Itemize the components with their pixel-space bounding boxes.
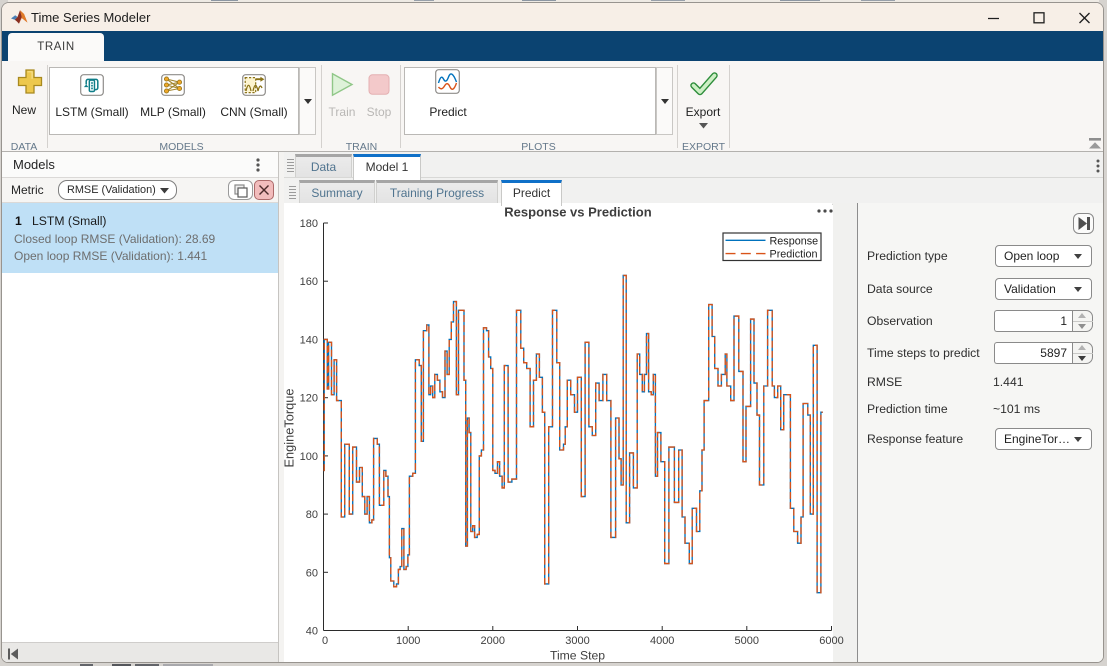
svg-text:80: 80 xyxy=(306,509,318,521)
svg-text:1000: 1000 xyxy=(396,635,420,647)
svg-text:100: 100 xyxy=(300,451,318,463)
svg-text:3000: 3000 xyxy=(565,635,589,647)
svg-text:Response: Response xyxy=(770,235,819,247)
svg-text:180: 180 xyxy=(300,218,318,230)
svg-text:Response vs Prediction: Response vs Prediction xyxy=(504,205,651,220)
svg-text:0: 0 xyxy=(322,635,328,647)
svg-text:EngineTorque: EngineTorque xyxy=(284,389,297,468)
svg-text:4000: 4000 xyxy=(650,635,674,647)
svg-text:40: 40 xyxy=(306,626,318,638)
svg-text:6000: 6000 xyxy=(819,635,843,647)
svg-text:Time Step: Time Step xyxy=(550,649,605,663)
svg-text:60: 60 xyxy=(306,567,318,579)
svg-text:160: 160 xyxy=(300,276,318,288)
svg-text:5000: 5000 xyxy=(735,635,759,647)
svg-text:Prediction: Prediction xyxy=(770,249,818,261)
svg-text:2000: 2000 xyxy=(481,635,505,647)
svg-text:140: 140 xyxy=(300,334,318,346)
svg-text:120: 120 xyxy=(300,393,318,405)
